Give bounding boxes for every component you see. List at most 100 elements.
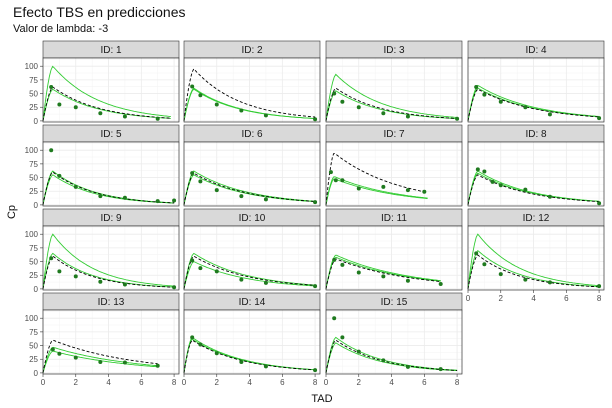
observed-point (474, 84, 479, 89)
observed-point (122, 360, 127, 365)
pred-curve-green-upper (467, 84, 600, 121)
pred-curve-green-lower (467, 249, 600, 289)
observed-point (313, 117, 318, 122)
observed-point (263, 197, 268, 202)
observed-point (190, 171, 195, 176)
observed-point (214, 102, 219, 107)
panel-border (42, 141, 180, 207)
observed-point (482, 262, 487, 267)
observed-point (98, 279, 103, 284)
observed-point (340, 178, 345, 183)
observed-point (239, 359, 244, 364)
observed-point (523, 187, 528, 192)
pred-curve-dashed (325, 153, 428, 205)
y-tick-label: 50 (29, 258, 38, 267)
observed-point (98, 194, 103, 199)
observed-point (263, 280, 268, 285)
y-tick-label: 50 (29, 174, 38, 183)
pred-curve-dashed (183, 68, 316, 121)
panel-border (467, 225, 605, 291)
facet-strip-label: ID: 14 (239, 297, 266, 308)
observed-point (239, 108, 244, 113)
pred-curve-dashed (325, 339, 458, 373)
panel-border (183, 309, 321, 375)
observed-point (49, 256, 54, 261)
observed-point (422, 189, 427, 194)
x-tick-label: 0 (41, 378, 46, 387)
observed-point (122, 195, 127, 200)
observed-point (332, 257, 337, 262)
x-tick-label: 0 (324, 378, 329, 387)
facet-strip-label: ID: 9 (100, 213, 122, 224)
observed-point (482, 169, 487, 174)
panel-background (43, 142, 179, 206)
facet-strip-label: ID: 3 (383, 45, 405, 56)
observed-point (438, 367, 443, 372)
observed-point (381, 184, 386, 189)
observed-point (381, 274, 386, 279)
x-tick-label: 2 (215, 378, 220, 387)
observed-point (57, 269, 62, 274)
observed-point (190, 258, 195, 263)
x-tick-label: 6 (564, 294, 569, 303)
y-tick-label: 100 (25, 146, 39, 155)
panel-border (325, 309, 463, 375)
panel-background (326, 226, 462, 290)
pred-curve-dashed (42, 171, 175, 205)
pred-curve-dashed (467, 254, 600, 289)
observed-point (438, 281, 443, 286)
observed-point (597, 116, 602, 121)
panel-background (326, 142, 462, 206)
pred-curve-green-upper (325, 73, 458, 121)
observed-point (340, 99, 345, 104)
panel-border (325, 225, 463, 291)
x-tick-label: 8 (313, 378, 318, 387)
facet-strip-label: ID: 12 (523, 213, 550, 224)
observed-point (333, 178, 338, 183)
pred-curve-green-upper (325, 336, 458, 373)
y-tick-label: 75 (29, 244, 38, 253)
observed-point (98, 359, 103, 364)
observed-point (597, 284, 602, 289)
observed-point (239, 277, 244, 282)
pred-curve-green-upper (42, 346, 158, 374)
facet-strip-label: ID: 11 (381, 213, 407, 224)
observed-point (356, 349, 361, 354)
panel-border (183, 57, 321, 123)
x-tick-label: 4 (389, 378, 394, 387)
observed-point (490, 179, 495, 184)
facet-strip-label: ID: 7 (383, 129, 405, 140)
observed-point (98, 111, 103, 116)
panel-background (43, 58, 179, 122)
facet-strip-label: ID: 13 (98, 297, 125, 308)
panel-border (42, 225, 180, 291)
observed-point (73, 274, 78, 279)
pred-curve-dashed (183, 339, 316, 373)
pred-curve-green-upper (325, 254, 441, 289)
x-tick-label: 4 (247, 378, 252, 387)
panel-border (325, 141, 463, 207)
observed-point (57, 351, 62, 356)
panel-background (184, 58, 320, 122)
x-tick-label: 4 (531, 294, 536, 303)
y-tick-label: 0 (34, 201, 39, 210)
observed-point (172, 198, 177, 203)
observed-point (498, 272, 503, 277)
observed-point (405, 114, 410, 119)
x-tick-label: 0 (466, 294, 471, 303)
y-tick-label: 0 (34, 117, 39, 126)
observed-point (122, 114, 127, 119)
observed-point (381, 358, 386, 363)
observed-point (523, 277, 528, 282)
y-axis-title: Cp (6, 205, 18, 219)
observed-point (263, 364, 268, 369)
observed-point (482, 92, 487, 97)
pred-curve-dashed (467, 174, 600, 205)
facet-strip-label: ID: 2 (241, 45, 263, 56)
observed-point (356, 270, 361, 275)
observed-point (547, 194, 552, 199)
y-tick-label: 50 (29, 90, 38, 99)
observed-point (405, 188, 410, 193)
